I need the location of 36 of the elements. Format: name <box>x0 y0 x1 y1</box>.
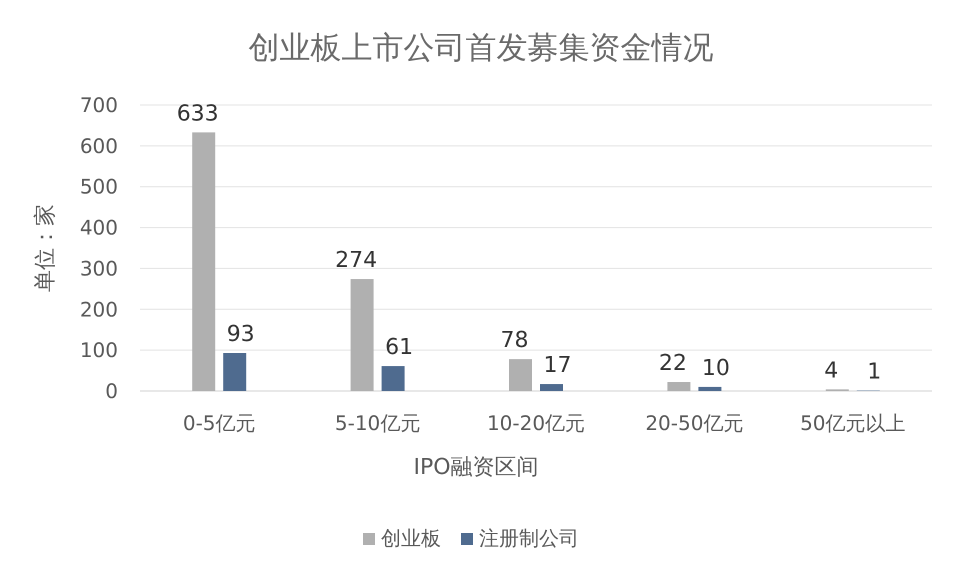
bar <box>382 366 405 391</box>
x-tick-label: 5-10亿元 <box>334 411 420 435</box>
x-axis-title: IPO融资区间 <box>413 455 539 480</box>
data-label: 93 <box>226 322 255 348</box>
bar <box>540 384 563 391</box>
data-label: 633 <box>176 101 219 126</box>
data-label: 78 <box>500 328 528 354</box>
x-tick-label: 10-20亿元 <box>486 411 586 435</box>
bar <box>667 382 690 391</box>
y-tick-label: 600 <box>80 134 118 158</box>
legend-label: 注册制公司 <box>479 526 579 550</box>
chart-title: 创业板上市公司首发募集资金情况 <box>248 30 714 66</box>
x-tick-label: 0-5亿元 <box>182 411 256 435</box>
y-tick-label: 700 <box>80 93 118 117</box>
bar <box>223 353 246 391</box>
y-tick-label: 500 <box>80 174 118 199</box>
y-tick-label: 300 <box>80 256 118 280</box>
y-axis-title: 单位：家 <box>33 204 58 292</box>
legend-label: 创业板 <box>381 526 441 550</box>
bar <box>698 386 722 391</box>
y-tick-label: 0 <box>105 379 118 403</box>
data-label: 17 <box>544 353 572 378</box>
data-label: 4 <box>824 358 838 384</box>
data-label: 61 <box>385 335 414 360</box>
data-label: 10 <box>702 356 730 381</box>
data-label: 274 <box>335 248 378 274</box>
data-label: 22 <box>658 351 687 376</box>
bar <box>509 359 532 391</box>
bar <box>350 279 374 391</box>
data-label: 1 <box>867 360 882 385</box>
x-tick-label: 50亿元以上 <box>800 411 906 435</box>
y-tick-label: 400 <box>80 216 118 240</box>
x-tick-label: 20-50亿元 <box>645 411 744 435</box>
bar <box>192 132 216 391</box>
y-tick-label: 100 <box>80 338 118 362</box>
y-tick-label: 200 <box>80 297 118 322</box>
